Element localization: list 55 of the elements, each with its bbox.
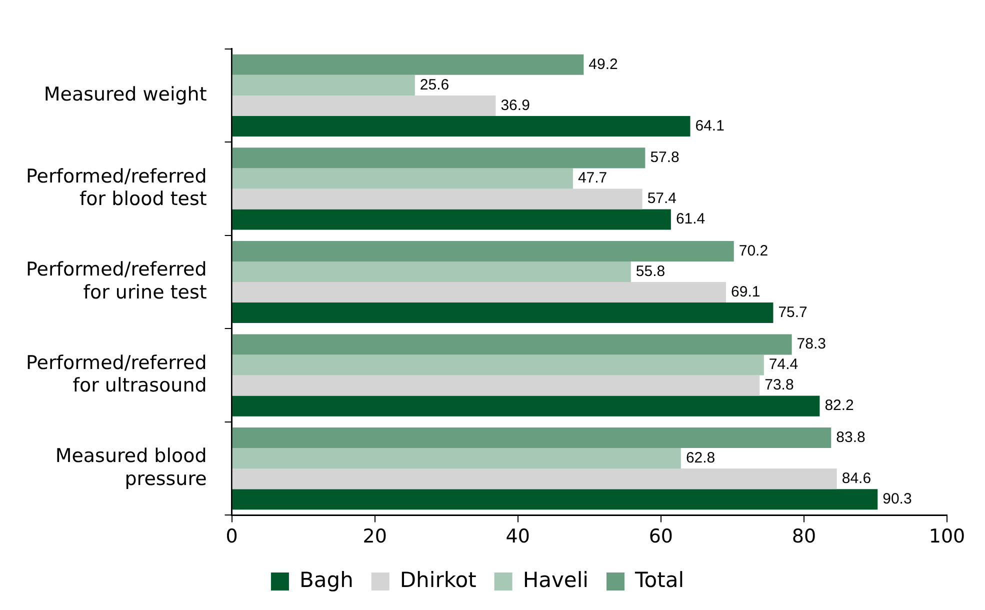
data-label: 36.9 [500, 96, 530, 114]
data-label: 73.8 [764, 376, 794, 394]
bar [232, 54, 584, 75]
data-label: 57.8 [650, 149, 680, 166]
bar [232, 74, 415, 96]
bar [232, 354, 764, 376]
x-tick-label: 40 [506, 526, 530, 548]
legend-label: Total [634, 568, 684, 592]
y-tick-label: Measured blood pressure [55, 445, 207, 490]
data-label: 84.6 [842, 470, 872, 487]
x-tick-label: 0 [226, 526, 238, 548]
x-tick-label: 20 [362, 526, 387, 548]
bar [232, 375, 760, 396]
x-tick-label: 100 [928, 526, 966, 548]
data-label: 82.2 [824, 397, 854, 414]
data-label: 74.4 [768, 356, 798, 374]
data-label: 49.2 [588, 56, 618, 73]
bar [232, 209, 671, 230]
bar [232, 168, 573, 189]
data-label: 64.1 [695, 117, 724, 134]
bar [232, 95, 496, 116]
data-label: 90.3 [882, 490, 912, 508]
data-label: 70.2 [738, 242, 768, 260]
bar [232, 468, 837, 490]
bar [232, 396, 820, 416]
data-label: 61.4 [676, 210, 706, 228]
bar [232, 334, 792, 355]
data-label: 57.4 [647, 190, 677, 208]
bar [232, 116, 690, 136]
y-tick-label: Performed/referred for blood test [26, 165, 207, 210]
data-label: 55.8 [636, 262, 666, 280]
x-tick-label: 60 [648, 526, 674, 548]
data-label: 62.8 [686, 449, 716, 466]
bar [232, 240, 734, 262]
y-tick-label: Performed/referred for urine test [26, 258, 207, 304]
bar [232, 148, 646, 168]
data-label: 25.6 [420, 76, 450, 94]
bar [232, 428, 832, 448]
legend-label: Dhirkot [400, 568, 476, 592]
bar [232, 302, 774, 324]
bar [232, 448, 681, 469]
data-label: 83.8 [836, 428, 866, 446]
data-label: 75.7 [778, 304, 808, 321]
bar [232, 261, 631, 282]
x-tick-label: 80 [792, 526, 816, 548]
data-label: 78.3 [796, 336, 826, 353]
bar [232, 188, 642, 210]
bar [232, 282, 726, 303]
data-label: 47.7 [578, 170, 608, 187]
y-tick-label: Measured weight [44, 83, 207, 106]
data-label: 69.1 [731, 283, 760, 300]
legend-label: Bagh [299, 568, 354, 592]
y-tick-label: Performed/referred for ultrasound [26, 352, 207, 397]
legend-label: Haveli [522, 568, 589, 592]
bar [232, 489, 878, 510]
